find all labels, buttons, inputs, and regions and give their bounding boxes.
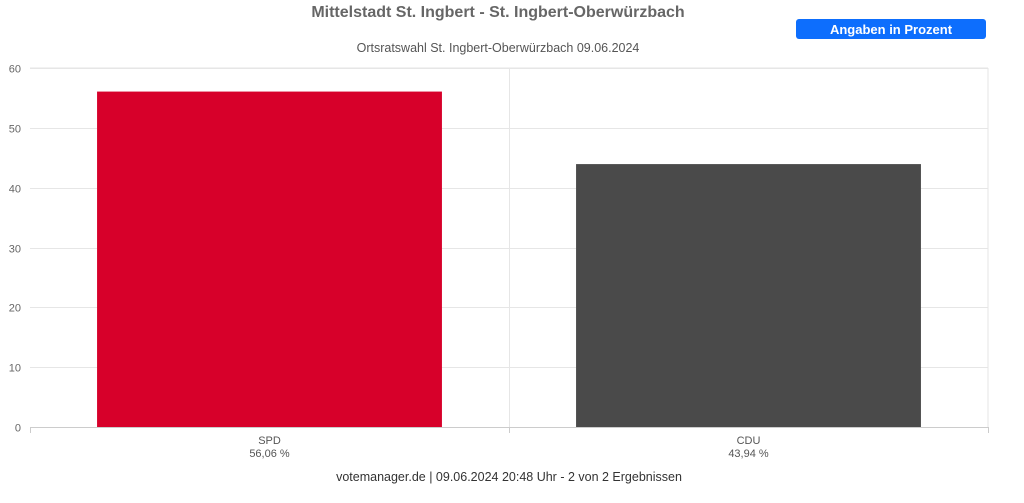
y-tick-label: 40 <box>9 184 21 196</box>
chart-subtitle: Ortsratswahl St. Ingbert-Oberwürzbach 09… <box>356 41 640 55</box>
y-tick-label: 10 <box>9 363 21 375</box>
y-tick-label: 20 <box>9 303 21 315</box>
y-tick-label: 60 <box>9 64 21 76</box>
y-tick-label: 0 <box>15 423 21 435</box>
bar-value-label: 56,06 % <box>249 448 290 460</box>
footer-text: votemanager.de | 09.06.2024 20:48 Uhr - … <box>336 470 682 484</box>
bar-cdu <box>576 164 921 427</box>
bar-value-label: 43,94 % <box>728 448 769 460</box>
x-tick-label: CDU <box>737 435 761 447</box>
percent-toggle-button[interactable]: Angaben in Prozent <box>796 19 986 39</box>
bar-spd <box>97 91 442 427</box>
y-tick-label: 30 <box>9 244 21 256</box>
y-tick-label: 50 <box>9 124 21 136</box>
chart-title: Mittelstadt St. Ingbert - St. Ingbert-Ob… <box>311 4 685 21</box>
x-tick-label: SPD <box>258 435 281 447</box>
